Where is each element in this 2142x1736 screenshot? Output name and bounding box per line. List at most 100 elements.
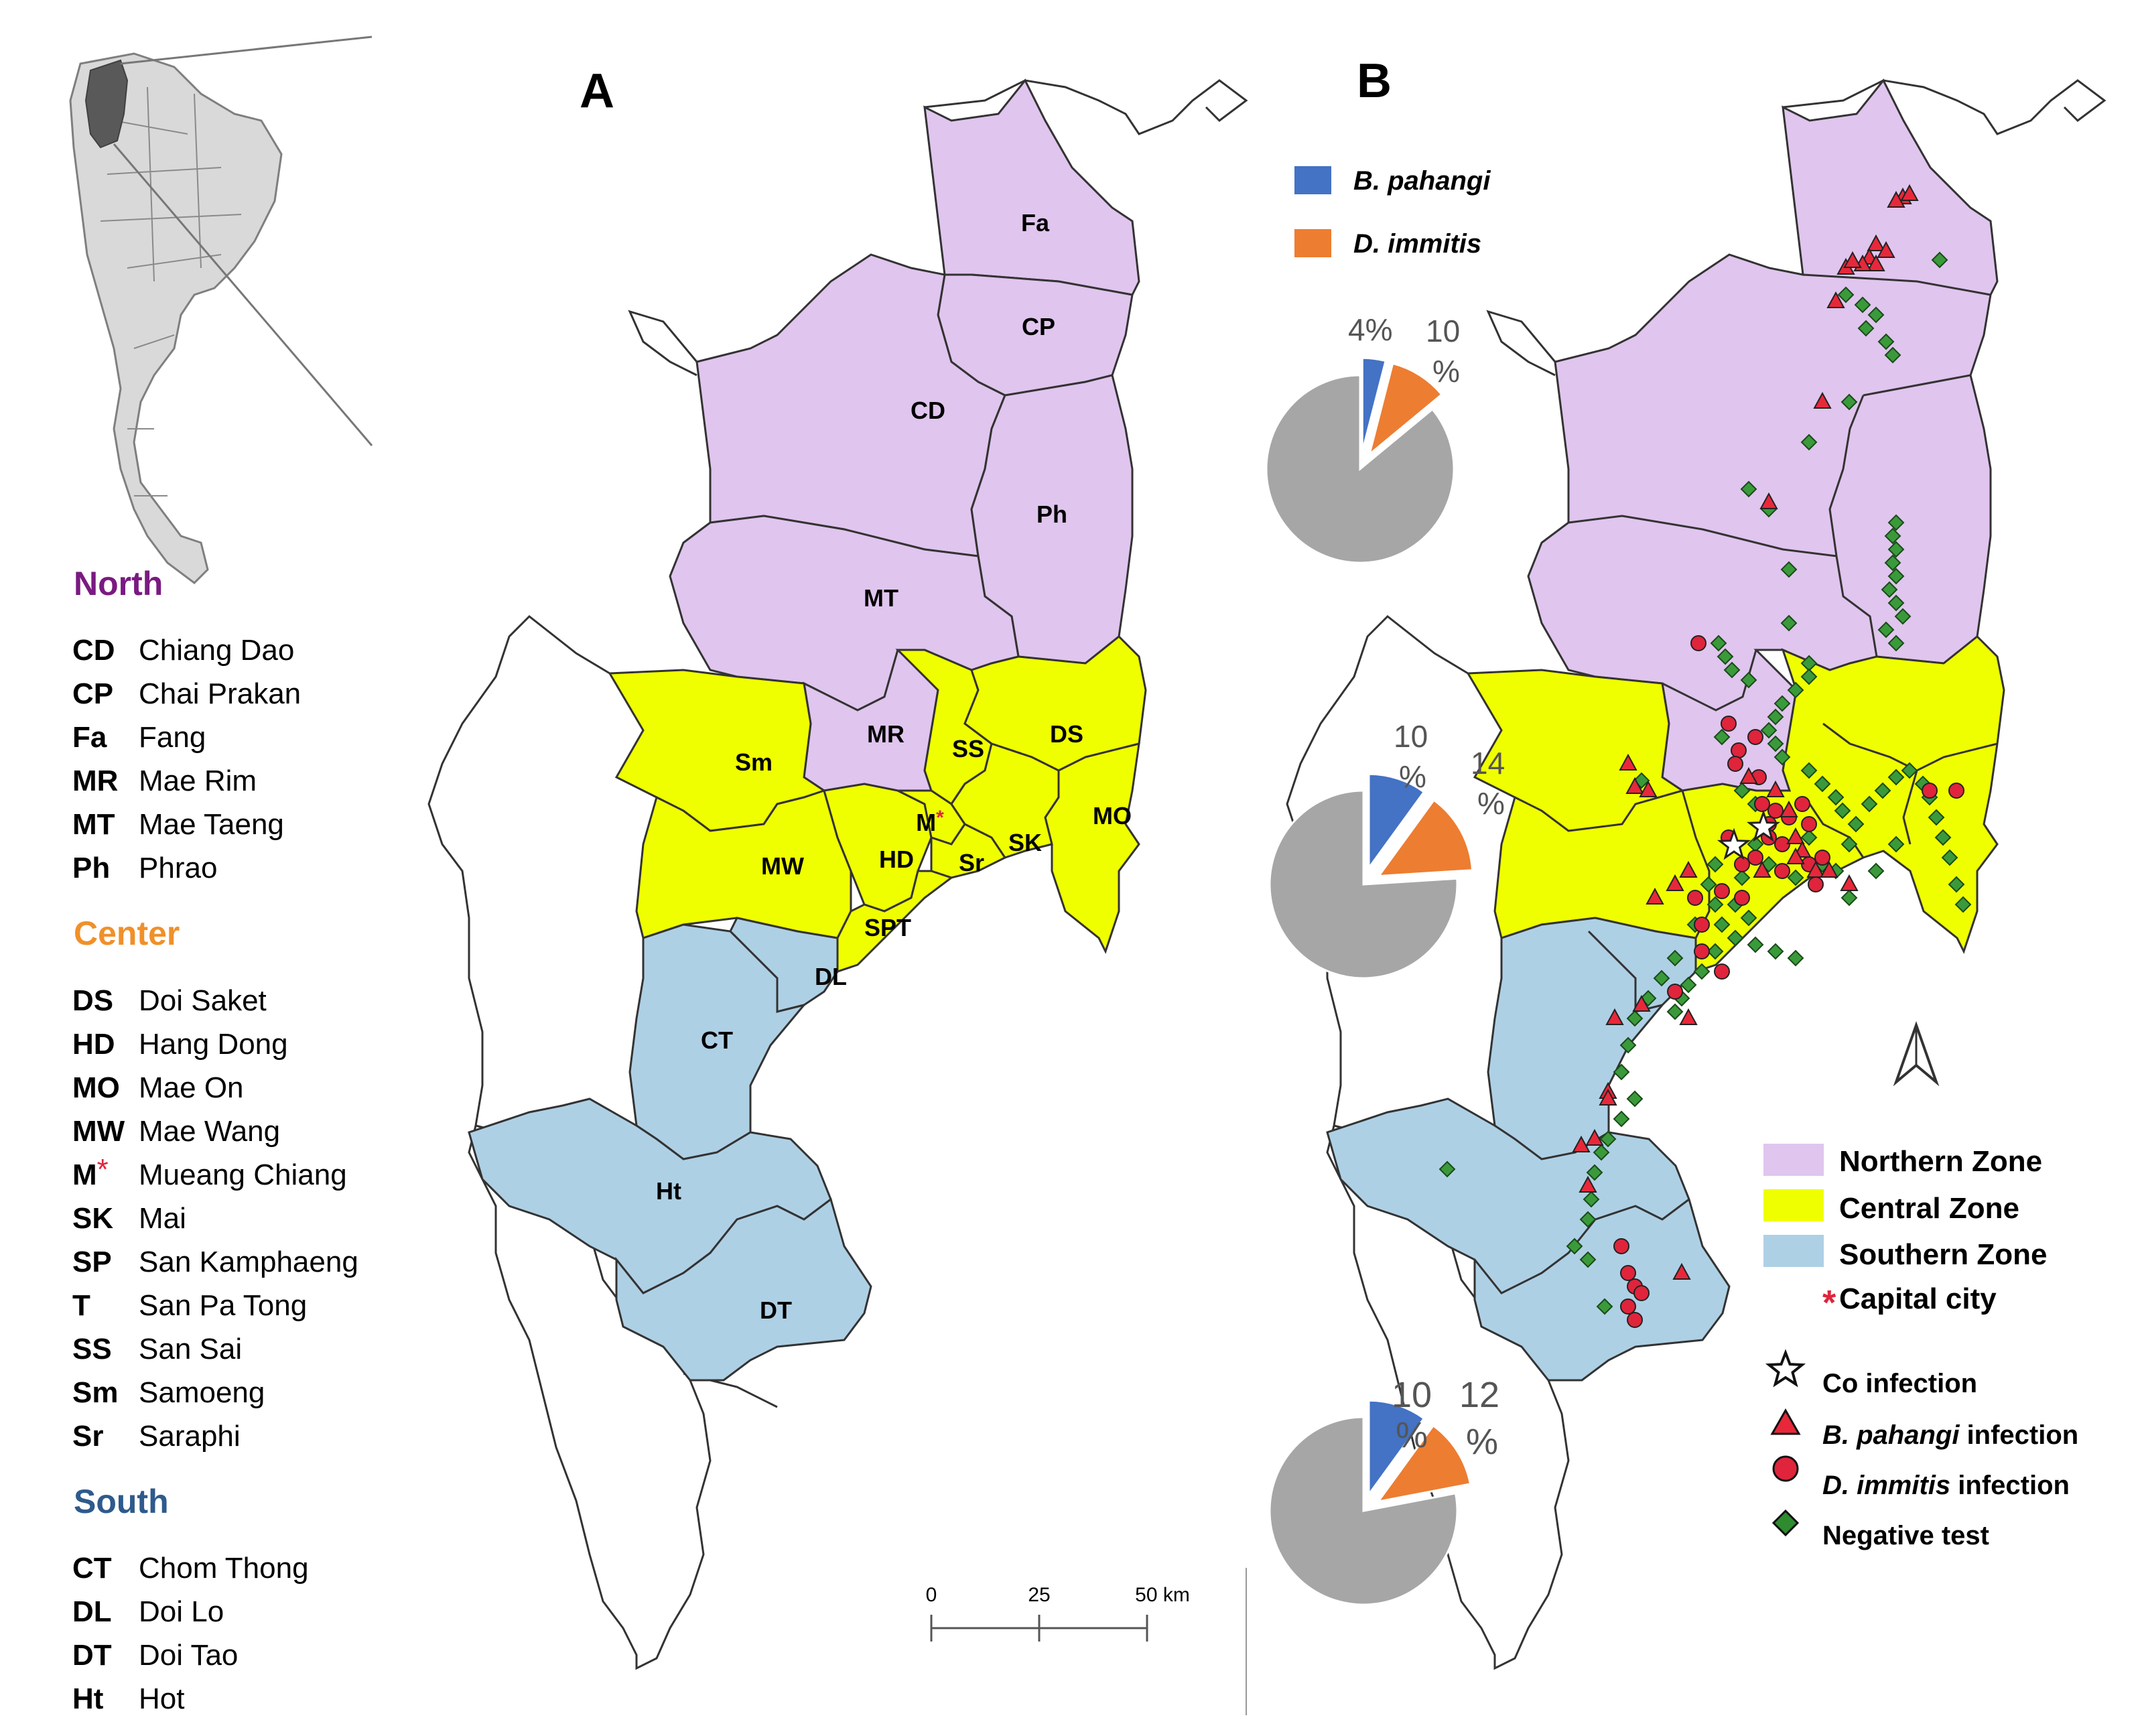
negative-test-marker — [1767, 735, 1784, 752]
negative-test-marker — [1767, 708, 1784, 726]
negative-test-marker — [1800, 762, 1818, 779]
capital-marker-a: * — [936, 807, 944, 829]
marker-legend-b-pahangi-italic: B. pahangi — [1822, 1420, 1960, 1450]
d-immitis-marker — [1694, 917, 1710, 933]
label-spt: SPT — [864, 914, 911, 941]
pie-legend-swatch-b-pahangi — [1294, 166, 1331, 194]
d-immitis-marker — [1948, 783, 1964, 799]
legend-abbr: Ph — [72, 852, 110, 884]
legend-name: San Pa Tong — [139, 1289, 307, 1322]
b-pahangi-marker — [1632, 994, 1651, 1012]
b-pahangi-marker — [1766, 780, 1785, 797]
negative-test-marker — [1706, 896, 1724, 913]
label-ss: SS — [952, 735, 984, 762]
label-hd: HD — [879, 846, 914, 873]
b-pahangi-marker — [1780, 800, 1798, 817]
pie-center-d-label-top: 14 — [1471, 746, 1505, 781]
marker-legend-co-infection: Co infection — [1822, 1369, 1977, 1398]
legend-abbr: T — [72, 1289, 90, 1322]
legend-abbr: SS — [72, 1333, 112, 1365]
d-immitis-marker — [1620, 1298, 1636, 1315]
negative-test-marker — [1834, 802, 1851, 819]
legend-name: Samoeng — [139, 1376, 265, 1409]
pie-south-d-label-bottom: % — [1466, 1422, 1498, 1462]
star-icon — [1765, 1349, 1806, 1388]
d-immitis-marker — [1694, 943, 1710, 959]
legend-abbr: MW — [72, 1115, 125, 1148]
negative-test-marker — [1787, 681, 1804, 699]
label-dl: DL — [815, 963, 847, 990]
pie-center-b-label-bottom: % — [1399, 759, 1426, 794]
inset-internal-borders — [100, 86, 242, 496]
negative-test-marker — [1653, 970, 1670, 987]
negative-test-marker — [1887, 836, 1905, 853]
negative-test-marker — [1613, 1063, 1630, 1081]
pie-slice-b-pahangi — [1361, 356, 1387, 452]
negative-test-marker — [1814, 775, 1831, 793]
legend-abbr: MT — [72, 808, 115, 841]
negative-test-marker — [1847, 815, 1865, 833]
negative-test-marker — [1877, 621, 1895, 639]
negative-test-marker — [1733, 869, 1751, 886]
scale-bar: 0 25 50 km — [926, 1584, 1190, 1642]
label-mr: MR — [867, 720, 905, 748]
pie-slice-b-pahangi — [1367, 1399, 1426, 1497]
b-pahangi-marker — [1666, 874, 1684, 891]
legend-group-title-north: North — [74, 565, 163, 602]
pie-slice-negative — [1268, 1416, 1459, 1606]
label-sk: SK — [1008, 829, 1042, 856]
pie-labels: 4% 10 % 10 % 14 % 10 % 12 % — [1348, 312, 1505, 1462]
negative-test-marker — [1626, 1090, 1644, 1108]
negative-test-marker — [1861, 795, 1878, 813]
d-immitis-marker — [1734, 856, 1750, 872]
label-sr: Sr — [959, 849, 984, 876]
co-infection-marker — [1717, 827, 1751, 860]
legend-name: Fang — [139, 721, 206, 754]
negative-test-marker — [1579, 1251, 1597, 1268]
negative-test-marker — [1941, 849, 1958, 866]
pie-legend-label-b-pahangi: B. pahangi — [1353, 166, 1491, 196]
negative-test-marker — [1867, 306, 1885, 324]
zone-legend: Northern Zone Central Zone Southern Zone… — [1763, 1144, 2047, 1323]
b-pahangi-marker — [1840, 874, 1859, 891]
label-ct: CT — [701, 1026, 733, 1054]
legend-group-title-center: Center — [74, 915, 180, 952]
negative-test-marker — [1887, 541, 1905, 558]
negative-test-marker — [1706, 943, 1724, 960]
scale-label-50: 50 km — [1135, 1584, 1190, 1606]
district-mae-wang — [635, 789, 852, 939]
b-pahangi-marker — [1786, 847, 1805, 864]
negative-test-marker — [1881, 581, 1898, 598]
marker-legend-d-immitis: D. immitis infection — [1822, 1471, 2070, 1500]
legend-name: Mae Taeng — [139, 808, 284, 841]
panel-b: B B. pahangi D. immitis 4% 10 % — [1265, 54, 2106, 1670]
negative-test-marker — [1800, 668, 1818, 685]
capital-asterisk: * — [97, 1153, 109, 1186]
label-cd: CD — [911, 397, 945, 424]
b-pahangi-marker — [1679, 1008, 1698, 1025]
legend-name: Doi Lo — [139, 1595, 224, 1628]
capital-legend-label: Capital city — [1839, 1282, 1997, 1315]
b-pahangi-marker — [1625, 777, 1644, 794]
legend-abbr: DS — [72, 984, 113, 1017]
d-immitis-marker — [1767, 803, 1784, 819]
pie-south-d-label-top: 12 — [1459, 1375, 1499, 1415]
negative-test-marker — [1827, 789, 1845, 806]
legend-abbr: SP — [72, 1246, 112, 1278]
d-immitis-marker — [1747, 729, 1763, 745]
co-infection-marker — [1746, 809, 1781, 842]
d-immitis-marker — [1714, 963, 1730, 980]
negative-test-marker — [1747, 936, 1764, 953]
zone-legend-swatch-south — [1763, 1235, 1824, 1267]
district-fang — [923, 78, 1140, 296]
panel-label-a: A — [580, 64, 614, 118]
pie-south-b-label-bottom: % — [1396, 1415, 1428, 1455]
pie-north-d-label-top: 10 — [1426, 314, 1460, 348]
b-pahangi-marker — [1753, 860, 1771, 878]
district-doi-tao — [615, 1197, 872, 1382]
marker-legend-negative: Negative test — [1822, 1521, 1989, 1550]
d-immitis-marker — [1734, 890, 1750, 906]
d-immitis-marker — [1667, 984, 1683, 1000]
legend-abbr: CD — [72, 634, 115, 667]
panel-a: A Fa CP CD Ph MT MR — [427, 64, 1248, 1670]
